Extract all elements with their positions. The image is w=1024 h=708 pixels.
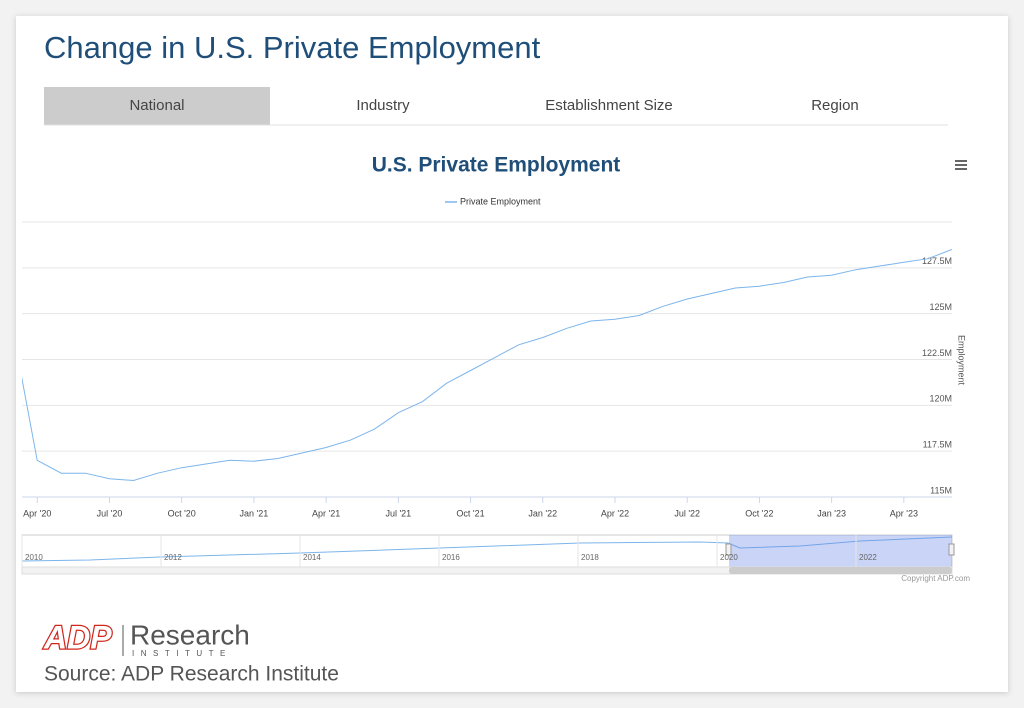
card <box>16 16 1008 692</box>
y-tick-label: 127.5M <box>922 256 952 266</box>
y-axis-title: Employment <box>957 335 967 386</box>
x-tick-label: Apr '23 <box>890 508 918 518</box>
tab[interactable]: National <box>129 97 184 114</box>
x-tick-label: Jan '23 <box>817 508 846 518</box>
navigator-label: 2016 <box>442 553 460 562</box>
x-tick-label: Apr '22 <box>601 508 629 518</box>
navigator-labels: 2010 2012 2014 2016 2018 2020 2022 <box>21 535 877 567</box>
tab-bar: National Industry Establishment Size Region <box>44 87 948 126</box>
x-tick-label: Jul '22 <box>674 508 700 518</box>
legend-label[interactable]: Private Employment <box>460 196 541 206</box>
x-tick-label: Jan '21 <box>240 508 269 518</box>
scrollbar-thumb[interactable] <box>729 567 952 574</box>
navigator-label: 2010 <box>25 553 43 562</box>
logo-mark: ADP <box>43 619 112 655</box>
navigator-series <box>21 536 953 562</box>
credits: Copyright ADP.com <box>901 574 970 583</box>
y-tick-label: 122.5M <box>922 348 952 358</box>
navigator-label: 2012 <box>164 553 182 562</box>
chart-title: U.S. Private Employment <box>372 154 621 177</box>
tab[interactable]: Region <box>811 97 859 114</box>
navigator-handle[interactable] <box>725 543 732 556</box>
x-tick-label: Jul '21 <box>385 508 411 518</box>
y-tick-label: 125M <box>929 302 952 312</box>
x-tick-label: Oct '20 <box>168 508 196 518</box>
x-tick-label: Jul '20 <box>97 508 123 518</box>
y-tick-label: 120M <box>929 394 952 404</box>
logo-tagline: INSTITUTE <box>132 649 232 658</box>
navigator-handle[interactable] <box>948 543 955 556</box>
navigator-selection[interactable] <box>729 535 952 567</box>
navigator-label: 2022 <box>859 553 877 562</box>
menu-icon[interactable] <box>955 160 967 170</box>
x-tick-label: Oct '22 <box>745 508 773 518</box>
page-title: Change in U.S. Private Employment <box>44 30 541 65</box>
x-tick-label: Apr '21 <box>312 508 340 518</box>
logo: ADP Research INSTITUTE <box>42 618 250 658</box>
logo-name: Research <box>130 619 250 650</box>
x-tick-label: Jan '22 <box>528 508 557 518</box>
navigator-label: 2014 <box>303 553 321 562</box>
y-tick-label: 115M <box>930 485 952 495</box>
tab[interactable]: Establishment Size <box>545 97 673 114</box>
x-tick-label: Oct '21 <box>456 508 484 518</box>
navigator-label: 2018 <box>581 553 599 562</box>
source: Source: ADP Research Institute <box>44 663 339 686</box>
y-tick-label: 117.5M <box>923 440 952 450</box>
tab[interactable]: Industry <box>356 97 410 114</box>
active-tab-bg <box>44 87 270 125</box>
x-tick-label: Apr '20 <box>23 508 51 518</box>
navigator-label: 2020 <box>720 553 738 562</box>
series-line <box>22 249 952 482</box>
